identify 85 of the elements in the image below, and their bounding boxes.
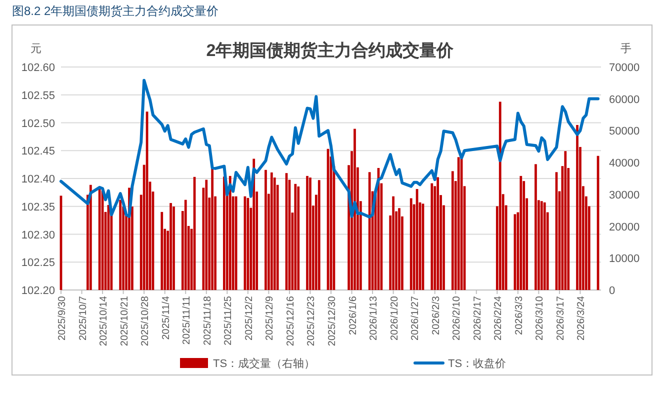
chart-title: 2年期国债期货主力合约成交量价 [206,41,455,60]
y-tick-label: 102.30 [21,229,55,242]
x-tick-label: 2025/11/4 [160,296,172,340]
y2-tick-label: 40000 [609,158,640,170]
y-tick-label: 102.35 [21,201,55,214]
x-tick-label: 2026/1/27 [410,296,422,340]
legend-label: TS：收盘价 [448,358,506,370]
bar [430,183,434,290]
x-tick-label: 2026/2/24 [493,296,504,340]
x-tick-label: 2025/9/30 [57,296,68,340]
x-tick-label: 2026/2/17 [472,296,484,340]
x-tick-label: 2025/12/23 [306,296,318,346]
bar [228,176,232,290]
bar [368,172,371,290]
y-tick-label: 102.50 [21,118,55,130]
x-tick-label: 2025/10/28 [140,296,152,346]
bar [498,102,502,290]
y2-tick-label: 20000 [609,221,640,234]
y2-tick-label: 30000 [609,189,640,202]
bar [297,186,300,290]
bar [564,151,567,290]
bar [211,166,214,290]
y-tick-label: 102.60 [21,62,55,74]
bar [89,184,92,290]
y2-tick-label: 0 [609,285,616,297]
bar [451,171,454,290]
x-tick-label: 2026/3/3 [514,296,525,335]
bar [184,200,187,290]
x-tick-label: 2026/3/24 [576,296,588,340]
x-tick-label: 2025/12/2 [244,296,255,340]
legend-label: TS：成交量（右轴） [213,357,316,370]
bar [294,184,297,290]
caption: 图8.2 2年期国债期货主力合约成交量价 [12,4,219,18]
x-tick-label: 2026/3/10 [534,296,546,340]
x-tick-label: 2025/10/7 [78,296,89,340]
x-tick-label: 2025/11/18 [202,296,214,346]
bar [534,164,537,290]
bar [170,203,172,290]
bar [309,178,312,290]
y2-tick-label: 10000 [609,253,640,266]
y-tick-label: 102.45 [21,146,55,158]
x-tick-label: 2026/3/17 [555,296,566,340]
y2-axis-title: 手 [620,42,632,55]
x-tick-label: 2026/1/6 [348,296,359,335]
x-tick-label: 2025/10/14 [98,296,110,346]
bar [205,180,208,290]
x-tick-label: 2025/12/9 [264,296,276,340]
y-tick-label: 102.55 [21,90,55,102]
y2-tick-label: 60000 [609,94,640,106]
bar [398,208,400,290]
x-tick-label: 2025/10/21 [119,296,130,346]
bar [270,172,273,290]
y-tick-label: 102.40 [21,174,55,186]
x-tick-label: 2025/11/11 [182,296,193,345]
x-tick-label: 2026/2/10 [452,296,463,340]
bar [264,170,267,290]
bar [392,196,394,290]
bar [306,176,308,290]
x-tick-label: 2025/12/16 [285,296,296,346]
bar [246,198,250,290]
y-tick-label: 102.25 [21,257,55,270]
bar [410,198,412,290]
bar [540,201,543,290]
bar [318,180,320,290]
y-tick-label: 102.20 [21,285,55,297]
bar [119,200,122,290]
x-tick-label: 2025/11/25 [223,296,234,346]
x-tick-label: 2026/1/20 [389,296,400,340]
y2-tick-label: 50000 [609,126,640,138]
bar [436,177,439,290]
bar [354,128,356,290]
x-tick-label: 2026/1/13 [368,296,380,340]
bar [160,212,164,290]
x-tick-label: 2025/12/30 [327,296,338,346]
bar [543,202,546,290]
line-series [60,78,600,218]
bar [98,189,101,290]
bar [223,176,226,290]
y-axis-title: 元 [30,43,42,55]
bar [576,124,578,290]
bar [520,176,522,290]
bar [172,206,175,290]
bar [457,157,460,290]
x-tick-label: 2026/2/3 [430,296,442,335]
y2-tick-label: 70000 [609,62,640,74]
